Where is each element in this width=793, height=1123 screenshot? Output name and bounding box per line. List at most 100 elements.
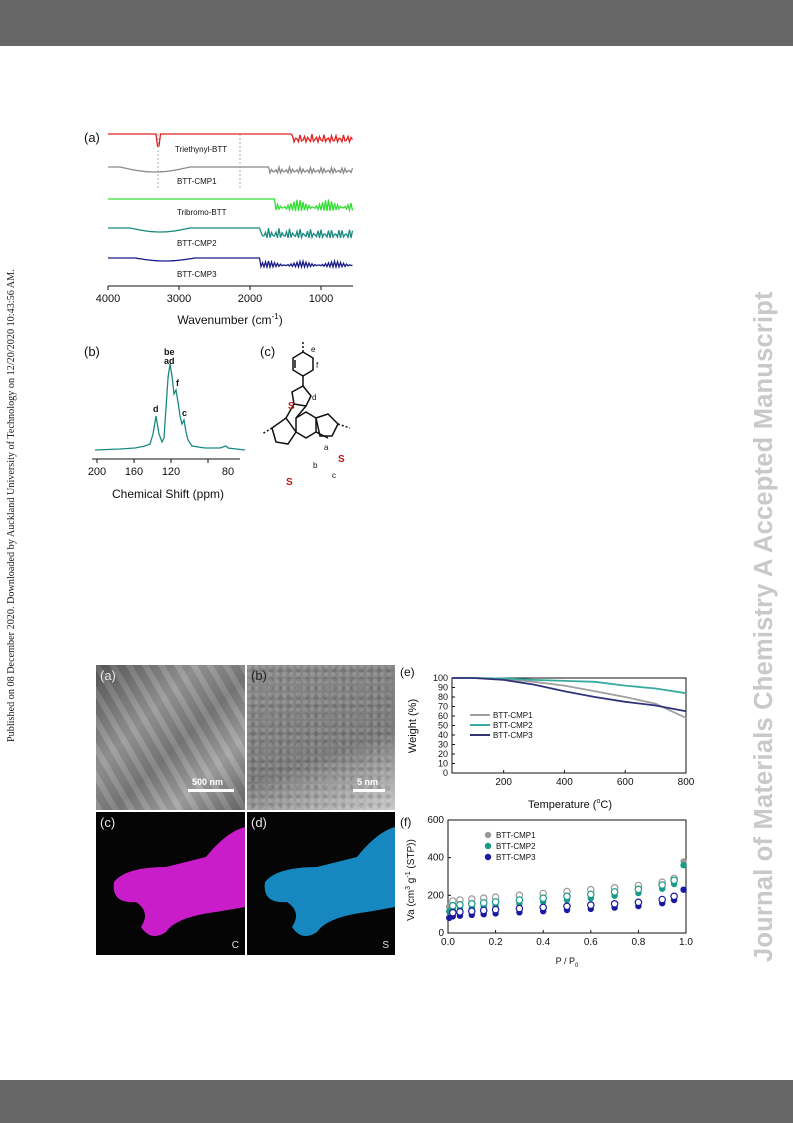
header-bar xyxy=(0,0,793,46)
ftir-traces xyxy=(108,133,354,270)
isotherm-desorption-point-BTT-CMP3-5 xyxy=(491,905,500,914)
tga-xtick-400: 400 xyxy=(556,777,573,788)
structure-letter-c: c xyxy=(332,471,336,480)
isotherm-desorption-point-BTT-CMP3-1 xyxy=(448,908,457,917)
tga-ytick-10: 10 xyxy=(438,759,448,769)
isotherm-desorption-point-BTT-CMP2-11 xyxy=(634,885,643,894)
tga-legend-2: BTT-CMP2 xyxy=(493,721,533,730)
isotherm-desorption-point-BTT-CMP3-9 xyxy=(587,901,595,909)
isotherm-xtick-0.0: 0.0 xyxy=(441,937,455,948)
figure1-ftir-panel: (a) Triethynyl-BTT BTT-CMP1 Tribromo-BTT… xyxy=(84,130,354,327)
ftir-panel-label: (a) xyxy=(84,130,100,145)
isotherm-xtick-0.2: 0.2 xyxy=(489,937,503,948)
nmr-x-axis-label: Chemical Shift (ppm) xyxy=(112,487,224,501)
isotherm-ytick-200: 200 xyxy=(427,890,444,901)
structure-atom-s1: S xyxy=(288,401,295,412)
sem-panel-label: (a) xyxy=(100,668,116,683)
ftir-label-3: BTT-CMP2 xyxy=(177,239,217,248)
tga-legend-1: BTT-CMP1 xyxy=(493,711,533,720)
tga-ytick-90: 90 xyxy=(438,683,448,693)
tem-scale-bar xyxy=(353,789,385,792)
structure-atom-s2: S xyxy=(286,477,293,488)
nmr-tick-80: 80 xyxy=(222,466,234,478)
isotherm-desorption-point-BTT-CMP3-4 xyxy=(479,906,488,915)
isotherm-desorption-point-BTT-CMP2-9 xyxy=(587,890,595,899)
ftir-tick-1000: 1000 xyxy=(309,293,333,305)
structure-bonds xyxy=(261,342,351,445)
nmr-tick-160: 160 xyxy=(125,466,143,478)
publication-note: Published on 08 December 2020. Downloade… xyxy=(6,269,17,742)
isotherm-desorption-point-BTT-CMP2-13 xyxy=(670,876,678,885)
ftir-tick-4000: 4000 xyxy=(96,293,120,305)
isotherm-points xyxy=(446,858,687,922)
isotherm-xtick-0.8: 0.8 xyxy=(631,937,645,948)
isotherm-desorption-point-BTT-CMP2-5 xyxy=(491,898,500,906)
isotherm-x-axis-label: P / P0 xyxy=(556,956,579,969)
sem-image: (a) 500 nm xyxy=(96,665,245,810)
sem-scale-label: 500 nm xyxy=(192,777,224,787)
isotherm-xtick-0.6: 0.6 xyxy=(584,937,598,948)
isotherm-desorption-point-BTT-CMP3-13 xyxy=(670,892,678,901)
isotherm-desorption-point-BTT-CMP3-6 xyxy=(515,904,524,913)
tga-series-BTT-CMP1 xyxy=(452,677,687,719)
ftir-label-1: BTT-CMP1 xyxy=(177,177,217,186)
tga-xtick-800: 800 xyxy=(678,777,695,788)
structure-letter-a: a xyxy=(324,443,329,452)
isotherm-desorption-point-BTT-CMP3-7 xyxy=(539,903,548,912)
figure1-nmr-panel: (b) be ad f d c 200 160 120 80 Chemical … xyxy=(84,344,246,501)
isotherm-desorption-point-BTT-CMP2-4 xyxy=(479,899,488,907)
structure-letter-b: b xyxy=(313,461,318,470)
isotherm-legend-3: BTT-CMP3 xyxy=(496,853,536,862)
tga-series-BTT-CMP3 xyxy=(452,677,687,713)
isotherm-desorption-point-BTT-CMP3-8 xyxy=(563,902,571,911)
tga-ytick-30: 30 xyxy=(438,740,448,750)
nmr-peak-label-ad: ad xyxy=(164,356,175,366)
isotherm-legend-2: BTT-CMP2 xyxy=(496,842,536,851)
tga-ytick-20: 20 xyxy=(438,749,448,759)
isotherm-desorption-point-BTT-CMP2-10 xyxy=(610,888,619,896)
tga-panel-label: (e) xyxy=(400,665,415,679)
tga-legend: BTT-CMP1 BTT-CMP2 BTT-CMP3 xyxy=(470,711,533,740)
isotherm-legend-1: BTT-CMP1 xyxy=(496,831,536,840)
eds-map-carbon: (c) C xyxy=(96,812,245,955)
tga-ytick-50: 50 xyxy=(438,721,448,731)
isotherm-ytick-0: 0 xyxy=(438,928,444,939)
carbon-map-element-label: C xyxy=(231,940,239,951)
isotherm-desorption-point-BTT-CMP2-1 xyxy=(448,901,457,910)
tga-y-axis-label: Weight (%) xyxy=(407,699,419,753)
nmr-panel-label: (b) xyxy=(84,344,100,359)
isotherm-desorption-point-BTT-CMP2-8 xyxy=(563,892,571,901)
ftir-trace-1 xyxy=(108,164,354,176)
tem-scale-label: 5 nm xyxy=(357,777,379,787)
structure-letter-e: e xyxy=(311,345,316,354)
ftir-tick-2000: 2000 xyxy=(238,293,262,305)
tga-ytick-40: 40 xyxy=(438,730,448,740)
tga-lines xyxy=(452,677,687,719)
isotherm-desorption-point-BTT-CMP2-3 xyxy=(468,900,476,908)
isotherm-desorption-point-BTT-CMP2-6 xyxy=(515,896,524,904)
isotherm-y-axis-label: Va (cm3 g-1 (STP)) xyxy=(405,839,417,921)
nmr-peak-label-c: c xyxy=(182,408,187,418)
ftir-x-axis-label: Wavenumber (cm-1) xyxy=(177,312,282,327)
tga-x-ticks: 200 400 600 800 xyxy=(495,770,695,788)
ftir-label-2: Tribromo-BTT xyxy=(177,208,227,217)
nmr-peak-label-be: be xyxy=(164,347,175,357)
structure-panel-label: (c) xyxy=(260,344,275,359)
isotherm-point-BTT-CMP2-14 xyxy=(680,862,687,869)
sulfur-map-panel-label: (d) xyxy=(251,815,267,830)
isotherm-desorption-point-BTT-CMP2-12 xyxy=(658,881,667,889)
tga-ytick-60: 60 xyxy=(438,711,448,721)
isotherm-desorption-point-BTT-CMP3-3 xyxy=(468,907,476,916)
structure-atom-s3: S xyxy=(338,454,345,465)
tga-ytick-80: 80 xyxy=(438,692,448,702)
isotherm-desorption-point-BTT-CMP3-11 xyxy=(634,898,643,907)
tga-ytick-0: 0 xyxy=(443,768,448,778)
carbon-map-shape xyxy=(113,827,245,936)
ftir-trace-2 xyxy=(108,198,354,213)
isotherm-chart: (f) 0 200 400 600 0.0 0.2 0.4 0.6 0.8 1.0 BTT-CM… xyxy=(400,815,693,969)
tem-image: (b) 5 nm xyxy=(247,665,395,810)
tga-legend-3: BTT-CMP3 xyxy=(493,731,533,740)
figure1-structure-panel: (c) S S S e f d a b c xyxy=(260,342,351,488)
